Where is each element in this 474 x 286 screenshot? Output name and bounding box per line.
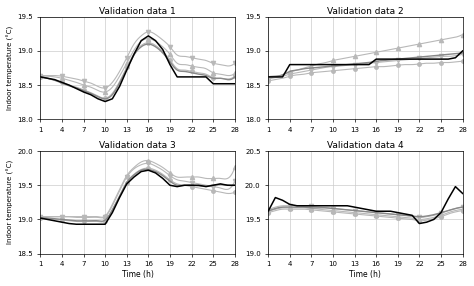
Title: Validation data 2: Validation data 2	[327, 7, 404, 16]
Y-axis label: Indoor temperature (°C): Indoor temperature (°C)	[7, 160, 14, 245]
X-axis label: Time (h): Time (h)	[122, 270, 154, 279]
Y-axis label: Indoor temperature (°C): Indoor temperature (°C)	[7, 26, 14, 110]
Title: Validation data 1: Validation data 1	[99, 7, 176, 16]
Title: Validation data 4: Validation data 4	[327, 141, 404, 150]
X-axis label: Time (h): Time (h)	[349, 270, 381, 279]
Title: Validation data 3: Validation data 3	[99, 141, 176, 150]
